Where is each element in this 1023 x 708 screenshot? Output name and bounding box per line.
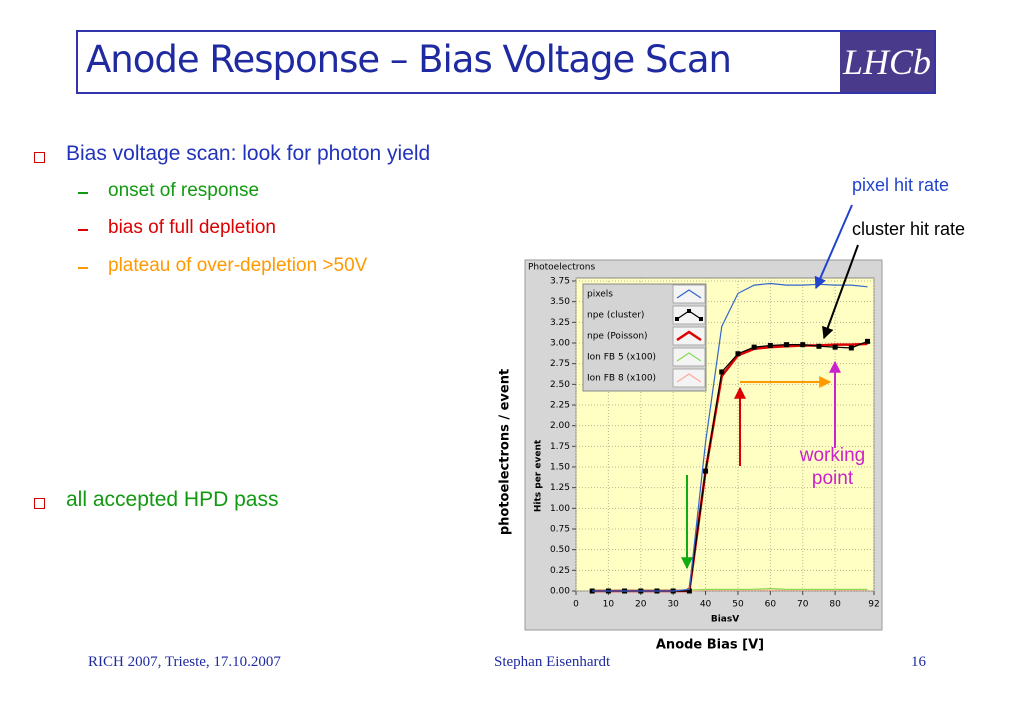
data-point [865, 338, 871, 344]
pixel-pointer [814, 204, 853, 290]
y-tick-label: 3.00 [550, 339, 570, 349]
data-point [784, 342, 790, 348]
y-tick-label: 1.00 [550, 504, 570, 514]
outer-x-label: Anode Bias [V] [656, 638, 764, 653]
legend-swatch-bg [672, 368, 706, 388]
legend-swatch [676, 352, 702, 362]
y-tick-label: 1.75 [550, 442, 570, 452]
legend-swatch-bg [672, 284, 706, 304]
footer-right: 16 [911, 654, 926, 670]
x-tick-label: 92 [868, 600, 879, 610]
bullet: all accepted HPD pass [66, 488, 279, 511]
legend-swatch-bg [672, 326, 706, 346]
x-tick-label: 60 [765, 600, 777, 610]
legend-label: npe (cluster) [587, 311, 644, 321]
dash [78, 229, 88, 231]
y-tick-label: 2.75 [550, 359, 570, 369]
x-tick-label: 10 [603, 600, 615, 610]
data-point [703, 468, 709, 474]
bullet: Bias voltage scan: look for photon yield [66, 142, 431, 165]
legend-marker [699, 317, 703, 321]
x-tick-label: 30 [667, 600, 679, 610]
y-tick-label: 2.25 [550, 401, 570, 411]
cluster-pointer [822, 244, 859, 340]
x-tick-label: 70 [797, 600, 809, 610]
y-tick-label: 3.75 [550, 277, 570, 287]
y-tick-label: 3.25 [550, 318, 570, 328]
x-tick-label: 0 [573, 600, 579, 610]
x-axis-label: BiasV [711, 615, 739, 625]
annotation: pixel hit rate [852, 175, 950, 195]
data-point [719, 369, 725, 375]
legend-swatch [676, 289, 702, 299]
annotation: cluster hit rate [852, 219, 966, 239]
data-point [751, 344, 757, 350]
data-point [816, 343, 822, 349]
data-point [800, 342, 806, 348]
y-tick-label: 2.50 [550, 380, 570, 390]
outer-y-label: photoelectrons / event [498, 369, 513, 535]
bullet-marker [34, 498, 45, 509]
data-point [832, 344, 838, 350]
sub-bullet: onset of response [108, 180, 260, 201]
data-point [848, 345, 854, 351]
logo: LHCb [840, 32, 934, 92]
y-tick-label: 0.25 [550, 566, 570, 576]
dash [78, 192, 88, 194]
footer-center: Stephan Eisenhardt [494, 654, 611, 670]
x-tick-label: 50 [732, 600, 744, 610]
y-tick-label: 0.75 [550, 525, 570, 535]
y-tick-label: 0.00 [550, 587, 570, 597]
bullet-marker [34, 152, 45, 163]
slide-title: Anode Response – Bias Voltage Scan [86, 38, 732, 81]
x-tick-label: 20 [635, 600, 647, 610]
data-point [735, 351, 741, 357]
legend-swatch-bg [672, 347, 706, 367]
legend-label: pixels [587, 290, 613, 300]
y-tick-label: 0.50 [550, 545, 570, 555]
x-tick-label: 80 [829, 600, 841, 610]
y-axis-label: Hits per event [534, 439, 544, 512]
legend-label: npe (Poisson) [587, 332, 648, 342]
data-point [686, 588, 692, 594]
legend-swatch [676, 373, 702, 383]
legend-swatch-bg [672, 305, 706, 325]
y-tick-label: 1.50 [550, 463, 570, 473]
chart-title: Photoelectrons [528, 263, 595, 273]
footer-left: RICH 2007, Trieste, 17.10.2007 [88, 654, 281, 670]
dash [78, 267, 88, 269]
y-tick-label: 1.25 [550, 483, 570, 493]
y-tick-label: 2.00 [550, 421, 570, 431]
x-tick-label: 40 [700, 600, 712, 610]
sub-bullet: plateau of over-depletion >50V [108, 255, 368, 276]
annotation: working point [799, 445, 866, 489]
legend-marker [687, 309, 691, 313]
legend-swatch [676, 330, 702, 342]
legend-label: Ion FB 5 (x100) [587, 353, 656, 363]
legend-marker [675, 317, 679, 321]
data-point [767, 342, 773, 348]
title-frame [76, 30, 936, 94]
y-tick-label: 3.50 [550, 297, 570, 307]
legend-label: Ion FB 8 (x100) [587, 374, 656, 384]
sub-bullet: bias of full depletion [108, 217, 276, 238]
